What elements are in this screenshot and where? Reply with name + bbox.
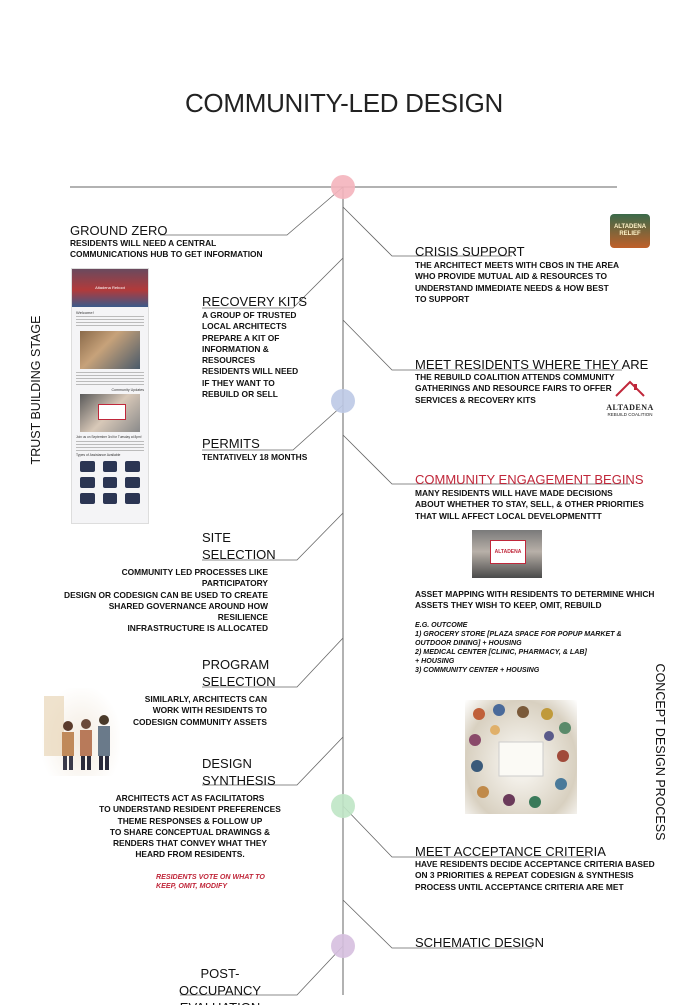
recovery-kits-heading: RECOVERY KITS	[202, 294, 307, 309]
assistance-icon	[102, 461, 118, 472]
assistance-icon	[102, 477, 118, 488]
program-selection-heading: PROGRAM SELECTION	[202, 657, 276, 689]
crisis-support-heading: CRISIS SUPPORT	[415, 244, 525, 259]
website-header: Altadena Reboot	[95, 285, 125, 290]
page-title: COMMUNITY-LED DESIGN	[184, 88, 504, 118]
website-photo-1	[80, 331, 140, 369]
rebuild-coalition-logo: ALTADENA REBUILD COALITION	[604, 378, 656, 417]
sign-board: ALTADENA	[490, 540, 526, 564]
right-stage-label: CONCEPT DESIGN PROCESS	[653, 663, 667, 841]
design-synthesis-text: ARCHITECTS ACT AS FACILITATORS TO UNDERS…	[99, 793, 281, 860]
recovery-kits-text: A GROUP OF TRUSTED LOCAL ARCHITECTS PREP…	[202, 310, 299, 400]
assistance-icon	[125, 477, 140, 488]
connector-meet-residents	[342, 319, 622, 371]
website-welcome: Welcome!	[76, 310, 94, 315]
altadena-relief-text: ALTADENA RELIEF	[613, 224, 647, 237]
connector-crisis-support	[342, 206, 512, 257]
design-synthesis-note: RESIDENTS VOTE ON WHAT TO KEEP, OMIT, MO…	[156, 873, 265, 890]
meet-residents-text: THE REBUILD COALITION ATTENDS COMMUNITY …	[415, 372, 615, 405]
connector-schematic	[342, 899, 532, 949]
engagement-text: MANY RESIDENTS WILL HAVE MADE DECISIONS …	[415, 488, 644, 521]
website-text-block-2	[76, 372, 144, 386]
connector-post-occupancy	[180, 945, 344, 996]
asset-mapping-outcome: E.G. OUTCOME 1) GROCERY STORE [PLAZA SPA…	[415, 621, 622, 674]
acceptance-heading: MEET ACCEPTANCE CRITERIA	[415, 844, 606, 859]
design-synthesis-heading: DESIGN SYNTHESIS	[202, 756, 276, 788]
acceptance-text: HAVE RESIDENTS DECIDE ACCEPTANCE CRITERI…	[415, 859, 655, 892]
sign-text: ALTADENA	[494, 549, 522, 555]
coalition-name: ALTADENA	[606, 403, 654, 412]
program-selection-text: SIMILARLY, ARCHITECTS CAN WORK WITH RESI…	[132, 694, 267, 727]
website-sign	[98, 404, 126, 420]
asset-mapping-text: ASSET MAPPING WITH RESIDENTS TO DETERMIN…	[415, 589, 655, 611]
site-selection-text: COMMUNITY LED PROCESSES LIKE PARTICIPATO…	[64, 567, 268, 634]
connector-permits	[202, 404, 344, 451]
connector-design-synthesis	[202, 736, 344, 786]
stage-circle-pink	[331, 175, 355, 199]
website-text-block-3	[76, 441, 144, 451]
website-text-block	[76, 316, 144, 328]
altadena-relief-logo: ALTADENA RELIEF	[610, 214, 650, 248]
website-photo-2	[80, 394, 140, 432]
permits-text: TENTATIVELY 18 MONTHS	[202, 452, 308, 462]
engagement-heading: COMMUNITY ENGAGEMENT BEGINS	[415, 472, 644, 487]
connector-program-selection	[202, 637, 344, 688]
schematic-heading: SCHEMATIC DESIGN	[415, 935, 545, 950]
connector-acceptance	[342, 805, 590, 858]
residents-illustration	[42, 688, 120, 776]
website-icon-grid	[80, 461, 140, 504]
house-roof-icon	[615, 380, 645, 397]
connector-ground-zero	[160, 186, 344, 236]
altadena-sign-photo: ALTADENA	[472, 530, 542, 578]
post-occupancy-heading: POST-OCCUPANCY EVALUATION	[178, 966, 262, 1005]
website-types: Types of Assistance Available	[76, 453, 121, 457]
assistance-icon	[80, 461, 95, 472]
left-stage-label: TRUST BUILDING STAGE	[29, 315, 43, 465]
ground-zero-text: RESIDENTS WILL NEED A CENTRAL COMMUNICAT…	[70, 238, 263, 260]
ground-zero-heading: GROUND ZERO	[70, 223, 168, 238]
meet-residents-heading: MEET RESIDENTS WHERE THEY ARE	[415, 357, 649, 372]
website-updates: Community Updates	[111, 388, 144, 392]
connector-site-selection	[202, 512, 344, 561]
assistance-icon	[125, 461, 140, 472]
website-screenshot: Altadena Reboot Welcome! Community Updat…	[71, 268, 149, 524]
connector-engagement	[342, 434, 630, 485]
website-hero: Altadena Reboot	[72, 269, 148, 307]
permits-heading: PERMITS	[202, 436, 260, 451]
assistance-icon	[102, 493, 118, 504]
crisis-support-text: THE ARCHITECT MEETS WITH CBOS IN THE ARE…	[415, 260, 620, 304]
website-join: Join us on September 3rd for Tuesday at …	[76, 435, 142, 439]
coalition-sub: REBUILD COALITION	[607, 412, 653, 417]
workshop-photo	[465, 700, 577, 814]
site-selection-heading: SITE SELECTION	[202, 530, 276, 562]
stage-circle-green	[331, 794, 355, 818]
stage-circle-blue	[331, 389, 355, 413]
residents-figures	[44, 696, 110, 770]
workshop-figures	[469, 704, 571, 808]
connector-recovery-kits	[202, 257, 344, 309]
assistance-icon	[80, 493, 95, 504]
assistance-icon	[125, 493, 140, 504]
assistance-icon	[80, 477, 95, 488]
stage-circle-purple	[331, 934, 355, 958]
